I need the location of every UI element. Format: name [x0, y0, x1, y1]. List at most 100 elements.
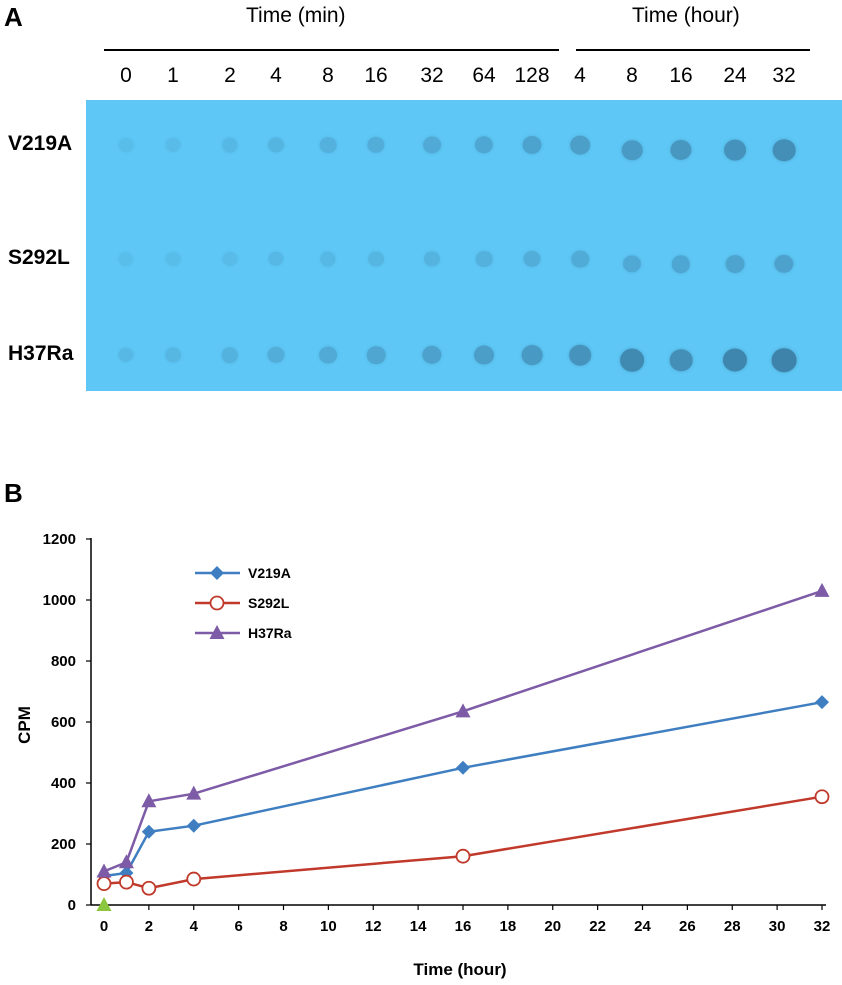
- lane-label: 24: [723, 64, 746, 88]
- data-point-v219a: [142, 825, 156, 839]
- blot-dot: [773, 139, 796, 161]
- lane-label: 128: [514, 64, 549, 88]
- blot-dot: [569, 345, 591, 366]
- blot-dot: [223, 252, 238, 266]
- y-axis-title: CPM: [15, 706, 34, 744]
- y-tick-label: 800: [51, 653, 76, 670]
- legend-marker-s292l: [211, 597, 224, 610]
- lane-label: 2: [224, 64, 236, 88]
- data-point-v219a: [456, 761, 470, 775]
- x-tick-label: 22: [589, 918, 606, 935]
- data-point-s292l: [98, 877, 111, 890]
- blot-dot: [267, 347, 284, 363]
- x-tick-label: 2: [145, 918, 153, 935]
- x-tick-label: 10: [320, 918, 337, 935]
- x-axis-title: Time (hour): [413, 960, 506, 979]
- y-tick-label: 1200: [43, 531, 76, 548]
- blot-dot: [670, 140, 691, 160]
- blot-dot: [368, 252, 384, 267]
- origin-marker: [97, 897, 112, 911]
- blot-dot: [268, 137, 284, 152]
- blot-dot: [623, 255, 641, 272]
- dot-blot-membrane: [86, 100, 842, 391]
- x-tick-label: 30: [769, 918, 786, 935]
- time-min-header: Time (min): [246, 4, 346, 28]
- row-label-s292l: S292L: [8, 246, 70, 270]
- blot-dot: [367, 137, 384, 153]
- lane-label: 0: [120, 64, 132, 88]
- data-point-v219a: [187, 819, 201, 833]
- data-point-s292l: [120, 876, 133, 889]
- blot-dot: [268, 252, 283, 266]
- x-tick-label: 32: [814, 918, 831, 935]
- lane-label: 16: [364, 64, 387, 88]
- x-tick-label: 24: [634, 918, 651, 935]
- legend-label-s292l: S292L: [248, 595, 290, 611]
- blot-dot: [422, 346, 441, 364]
- blot-dot: [620, 349, 644, 372]
- y-tick-label: 400: [51, 775, 76, 792]
- x-tick-label: 12: [365, 918, 382, 935]
- blot-dot: [571, 251, 589, 268]
- x-tick-label: 18: [500, 918, 517, 935]
- y-tick-label: 200: [51, 836, 76, 853]
- lane-label: 1: [167, 64, 179, 88]
- blot-dot: [522, 136, 541, 154]
- lane-label: 32: [420, 64, 443, 88]
- blot-dot: [165, 348, 181, 363]
- lane-label: 4: [270, 64, 282, 88]
- y-tick-label: 0: [68, 897, 76, 914]
- lane-label: 4: [574, 64, 586, 88]
- blot-dot: [774, 255, 793, 273]
- y-tick-label: 600: [51, 714, 76, 731]
- time-hour-header: Time (hour): [632, 4, 740, 28]
- panel-a-letter: A: [4, 2, 23, 33]
- blot-dot: [474, 346, 494, 365]
- lane-label: 32: [772, 64, 795, 88]
- lane-label: 16: [669, 64, 692, 88]
- data-point-s292l: [142, 882, 155, 895]
- blot-dot: [166, 138, 181, 152]
- data-point-s292l: [187, 873, 200, 886]
- blot-dot: [772, 348, 797, 372]
- blot-dot: [118, 348, 133, 362]
- blot-dot: [622, 140, 643, 160]
- blot-dot: [166, 252, 181, 266]
- lane-label: 8: [626, 64, 638, 88]
- blot-dot: [670, 349, 693, 371]
- blot-dot: [424, 251, 440, 266]
- x-tick-label: 28: [724, 918, 741, 935]
- blot-dot: [672, 255, 690, 273]
- blot-dot: [723, 349, 747, 372]
- blot-dot: [320, 137, 337, 153]
- lane-label: 8: [322, 64, 334, 88]
- blot-dot: [475, 136, 493, 153]
- x-tick-label: 8: [279, 918, 287, 935]
- x-tick-label: 20: [544, 918, 561, 935]
- time-min-rule: [104, 49, 559, 51]
- blot-dot: [522, 345, 543, 365]
- x-tick-label: 4: [190, 918, 199, 935]
- x-tick-label: 0: [100, 918, 108, 935]
- y-tick-label: 1000: [43, 592, 76, 609]
- data-point-s292l: [457, 850, 470, 863]
- blot-dot: [570, 136, 590, 155]
- blot-dot: [724, 140, 746, 161]
- time-hour-rule: [576, 49, 810, 51]
- blot-dot: [523, 251, 540, 267]
- x-tick-label: 16: [455, 918, 472, 935]
- lane-label: 64: [472, 64, 495, 88]
- blot-dot: [423, 137, 441, 154]
- cpm-line-chart: 0200400600800100012000 2 4 6 8 10 12 14 16 18 20 22…: [0, 470, 842, 985]
- row-label-v219a: V219A: [8, 132, 72, 156]
- data-point-h37ra: [815, 583, 830, 597]
- blot-dot: [726, 255, 745, 273]
- blot-dot: [320, 252, 335, 267]
- blot-dot: [222, 347, 238, 363]
- blot-dot: [222, 138, 237, 153]
- legend-label-h37ra: H37Ra: [248, 625, 292, 641]
- blot-dot: [119, 138, 134, 152]
- blot-dot: [476, 251, 493, 267]
- blot-dot: [367, 346, 386, 364]
- x-tick-label: 26: [679, 918, 696, 935]
